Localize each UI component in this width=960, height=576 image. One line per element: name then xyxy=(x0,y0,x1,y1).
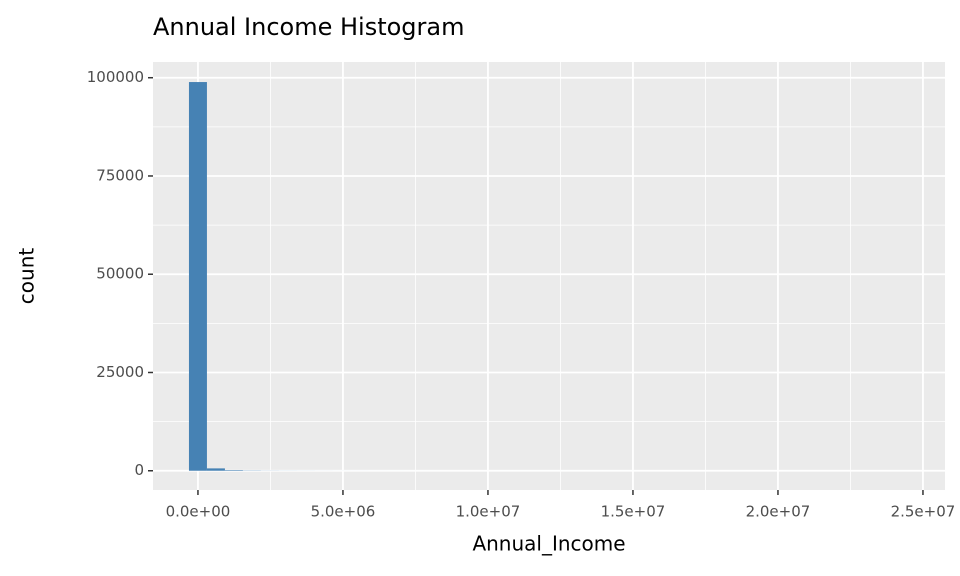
y-tick-label: 25000 xyxy=(96,363,144,381)
bar xyxy=(206,468,225,471)
x-tick-label: 2.0e+07 xyxy=(746,503,811,521)
panel xyxy=(153,62,945,490)
y-tick-label: 0 xyxy=(134,461,144,479)
x-tick-label: 2.5e+07 xyxy=(891,503,956,521)
y-tick-label: 50000 xyxy=(96,265,144,283)
x-tick-label: 1.0e+07 xyxy=(456,503,521,521)
chart-title: Annual Income Histogram xyxy=(153,13,465,41)
y-tick-label: 100000 xyxy=(87,68,144,86)
x-tick-label: 0.0e+00 xyxy=(166,503,231,521)
x-tick-label: 1.5e+07 xyxy=(601,503,666,521)
x-tick-label: 5.0e+06 xyxy=(311,503,376,521)
bar xyxy=(224,470,243,471)
y-axis-title: count xyxy=(15,248,39,305)
x-axis-title: Annual_Income xyxy=(472,532,625,556)
bar xyxy=(188,82,207,471)
y-tick-label: 75000 xyxy=(96,166,144,184)
